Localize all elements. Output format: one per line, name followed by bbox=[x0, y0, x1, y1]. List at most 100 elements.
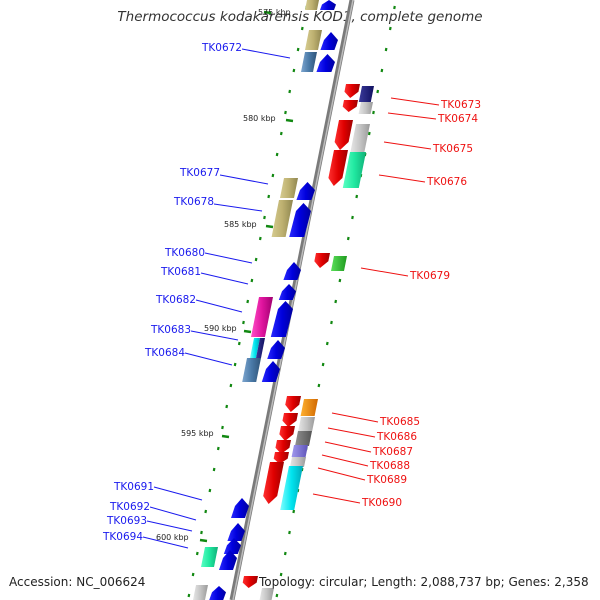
gene-label-tk0680[interactable]: TK0680 bbox=[164, 247, 205, 259]
gene-feature-tk0683-cog2[interactable] bbox=[256, 338, 265, 358]
tick-mark bbox=[237, 341, 241, 346]
gene-feature-tk0696[interactable] bbox=[242, 576, 258, 588]
gene-feature-tk0688[interactable] bbox=[275, 440, 291, 454]
gene-label-tk0689[interactable]: TK0689 bbox=[366, 474, 407, 486]
gene-feature-tk0683[interactable] bbox=[267, 340, 285, 359]
gene-feature-tk0672-cog[interactable] bbox=[305, 30, 322, 50]
gene-label-tk0675[interactable]: TK0675 bbox=[432, 143, 473, 155]
gene-feature-tk0689-cog[interactable] bbox=[290, 457, 306, 467]
major-tick bbox=[265, 224, 274, 229]
gene-feature-tk0677[interactable] bbox=[296, 182, 315, 200]
gene-label-tk0673[interactable]: TK0673 bbox=[440, 99, 481, 111]
gene-feature-tk0686[interactable] bbox=[282, 413, 298, 427]
gene-label-tk0681[interactable]: TK0681 bbox=[160, 266, 201, 278]
gene-label-tk0688[interactable]: TK0688 bbox=[369, 460, 410, 472]
gene-feature-tk0696-cog[interactable] bbox=[259, 588, 274, 600]
major-tick bbox=[263, 10, 272, 15]
gene-label-tk0678[interactable]: TK0678 bbox=[173, 196, 214, 208]
tick-mark bbox=[225, 404, 229, 409]
gene-label-tk0672[interactable]: TK0672 bbox=[201, 42, 242, 54]
gene-feature-tk0679-cog[interactable] bbox=[331, 256, 347, 271]
gene-feature-tk0694[interactable] bbox=[219, 550, 237, 570]
gene-label-tk0693[interactable]: TK0693 bbox=[106, 515, 147, 527]
gene-feature-tk0690-cog[interactable] bbox=[280, 466, 303, 510]
gene-feature-tk0677-cog[interactable] bbox=[280, 178, 298, 198]
gene-feature-tk0692[interactable] bbox=[227, 523, 245, 541]
gene-feature-tk0689[interactable] bbox=[273, 452, 289, 464]
gene-feature-tk0679[interactable] bbox=[314, 253, 330, 268]
gene-label-tk0684[interactable]: TK0684 bbox=[144, 347, 185, 359]
gene-label-tk0691[interactable]: TK0691 bbox=[113, 481, 154, 493]
tick-mark bbox=[242, 320, 245, 325]
gene-feature-tk0675-cog[interactable] bbox=[350, 124, 370, 152]
kbp-label-580: 580 kbp bbox=[243, 114, 276, 123]
gene-label-tk0694[interactable]: TK0694 bbox=[102, 531, 143, 543]
gene-label-tk0686[interactable]: TK0686 bbox=[376, 431, 417, 443]
tick-mark bbox=[388, 26, 392, 31]
tick-mark bbox=[292, 509, 296, 514]
gene-label-tk0676[interactable]: TK0676 bbox=[426, 176, 467, 188]
gene-feature-tk0680[interactable] bbox=[283, 262, 301, 280]
gene-feature-tk0682-cog[interactable] bbox=[251, 297, 273, 337]
gene-feature-tk0674[interactable] bbox=[342, 100, 358, 112]
kbp-label-595: 595 kbp bbox=[181, 429, 214, 438]
gene-feature-tk0684[interactable] bbox=[261, 361, 280, 382]
kbp-scale-labels: 575 kbp 580 kbp 585 kbp 590 kbp 595 kbp … bbox=[156, 8, 291, 542]
major-tick bbox=[243, 329, 252, 334]
gene-feature-tk0690[interactable] bbox=[263, 462, 284, 504]
gene-feature-tk0678[interactable] bbox=[289, 203, 311, 237]
gene-feature-tk0671-cog[interactable] bbox=[305, 0, 319, 10]
leader-tk0682 bbox=[195, 299, 243, 313]
gene-feature-tk0674-cog[interactable] bbox=[358, 102, 373, 114]
leader-tk0685 bbox=[331, 412, 379, 423]
gene-label-tk0677[interactable]: TK0677 bbox=[179, 167, 220, 179]
leader-tk0679 bbox=[360, 267, 409, 277]
gene-feature-tk0672-cog2[interactable] bbox=[301, 52, 317, 72]
label-leader-lines bbox=[142, 48, 440, 549]
tick-mark bbox=[288, 530, 291, 535]
tick-mark bbox=[195, 551, 199, 556]
gene-feature-tk0687-cog[interactable] bbox=[295, 431, 312, 446]
gene-label-tk0674[interactable]: TK0674 bbox=[437, 113, 478, 125]
gene-feature-tk0681[interactable] bbox=[278, 284, 296, 300]
tick-mark bbox=[246, 299, 250, 304]
gene-feature-tk0687[interactable] bbox=[279, 426, 295, 441]
gene-label-tk0685[interactable]: TK0685 bbox=[379, 416, 420, 428]
gene-feature-tk0683-cog[interactable] bbox=[250, 338, 260, 358]
gene-label-tk0683[interactable]: TK0683 bbox=[150, 324, 191, 336]
gene-feature-tk0694-cog[interactable] bbox=[201, 547, 218, 567]
gene-feature-tk0685[interactable] bbox=[285, 396, 301, 412]
tick-mark bbox=[254, 257, 258, 262]
tick-mark bbox=[300, 26, 304, 31]
gene-feature-tk0695-cog[interactable] bbox=[193, 585, 208, 600]
gene-label-tk0690[interactable]: TK0690 bbox=[361, 497, 402, 509]
gene-feature-tk0675[interactable] bbox=[334, 120, 353, 150]
gene-feature-tk0673[interactable] bbox=[344, 84, 360, 98]
gene-feature-tk0693[interactable] bbox=[223, 538, 241, 554]
forward-gene-labels: TK0672 TK0677 TK0678 TK0680 TK0681 TK068… bbox=[102, 42, 242, 543]
tick-mark bbox=[325, 341, 329, 346]
leader-tk0674 bbox=[387, 112, 437, 120]
gene-feature-tk0688-cog[interactable] bbox=[291, 445, 308, 457]
tick-mark bbox=[334, 299, 338, 304]
gene-label-tk0687[interactable]: TK0687 bbox=[372, 446, 413, 458]
gene-label-tk0682[interactable]: TK0682 bbox=[155, 294, 196, 306]
gene-feature-tk0686-cog[interactable] bbox=[298, 417, 315, 431]
gene-feature-tk0691[interactable] bbox=[231, 498, 249, 518]
gene-feature-tk0685-cog[interactable] bbox=[300, 399, 318, 416]
gene-feature-tk0676-cog[interactable] bbox=[342, 152, 366, 188]
topology-text: Topology: circular; Length: 2,088,737 bp… bbox=[259, 575, 589, 589]
gene-feature-tk0682[interactable] bbox=[270, 301, 293, 337]
gene-feature-tk0672[interactable] bbox=[316, 54, 335, 72]
leader-tk0676 bbox=[378, 174, 426, 183]
gene-feature-tk0673-cog[interactable] bbox=[358, 86, 374, 102]
gene-feature-tk0695[interactable] bbox=[209, 586, 226, 600]
gene-feature-tk0672a[interactable] bbox=[320, 32, 338, 50]
gene-label-tk0679[interactable]: TK0679 bbox=[409, 270, 450, 282]
gene-feature-tk0678-cog[interactable] bbox=[271, 200, 293, 237]
gene-feature-tk0684-cog[interactable] bbox=[242, 358, 261, 382]
gene-label-tk0692[interactable]: TK0692 bbox=[109, 501, 150, 513]
gene-feature-tk0671[interactable] bbox=[320, 0, 336, 10]
gene-feature-tk0676[interactable] bbox=[328, 150, 348, 186]
